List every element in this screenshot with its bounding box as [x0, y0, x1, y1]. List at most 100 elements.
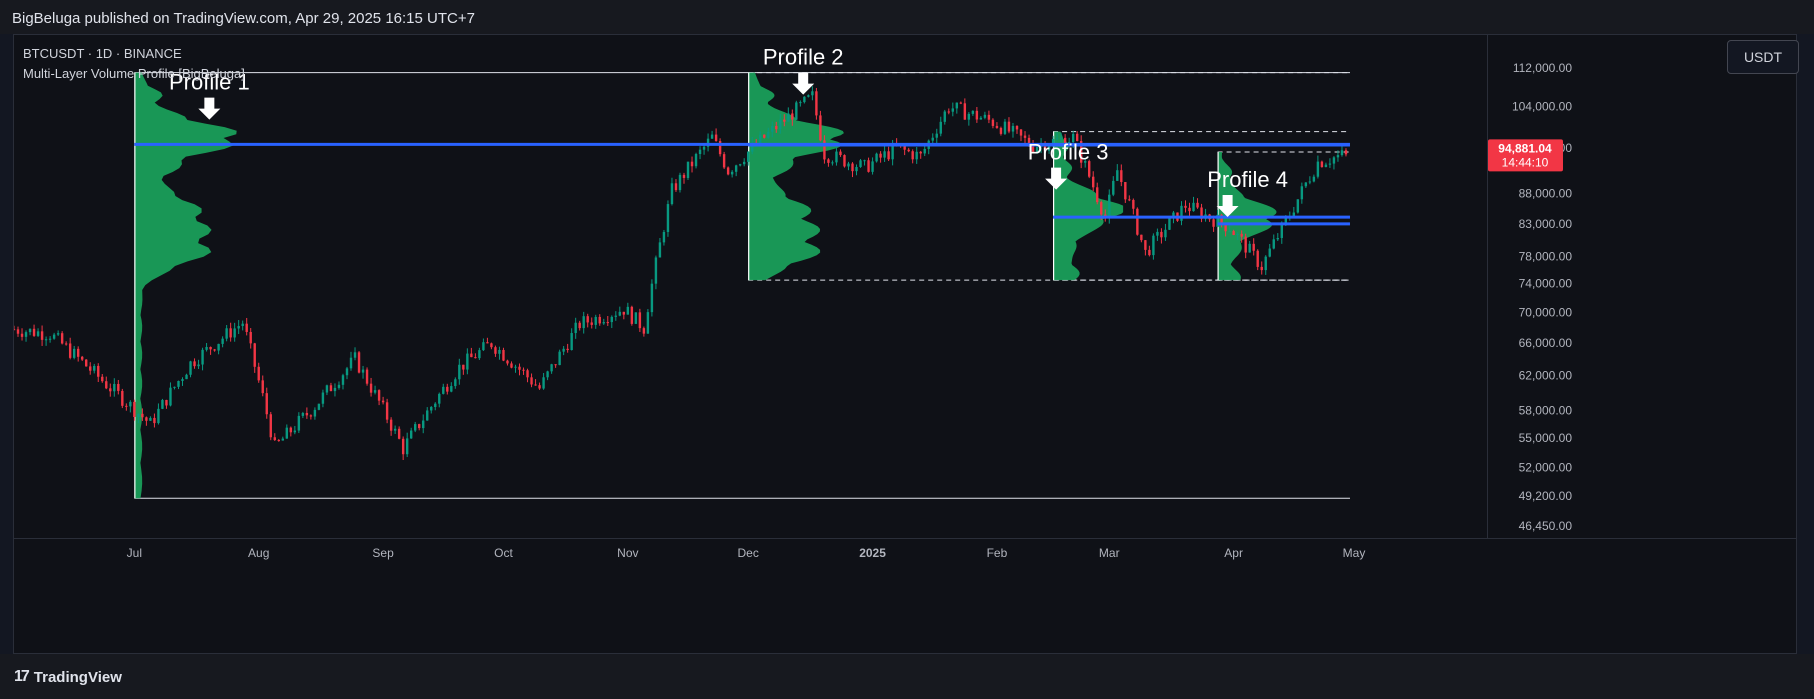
candle[interactable] [939, 116, 942, 137]
candle[interactable] [301, 411, 305, 419]
candle[interactable] [209, 346, 212, 355]
candle[interactable] [678, 172, 682, 193]
candle[interactable] [847, 161, 850, 171]
candle[interactable] [791, 109, 794, 126]
candle[interactable] [109, 383, 112, 397]
candle[interactable] [642, 326, 646, 337]
candle[interactable] [722, 151, 726, 170]
candle[interactable] [229, 322, 232, 342]
candle[interactable] [662, 229, 666, 246]
candle[interactable] [562, 346, 565, 356]
candle[interactable] [1228, 225, 1231, 233]
candle[interactable] [72, 345, 76, 360]
candle[interactable] [309, 414, 313, 420]
candle[interactable] [530, 373, 533, 388]
candle[interactable] [658, 237, 662, 258]
candle[interactable] [582, 311, 585, 334]
candle[interactable] [971, 110, 975, 116]
candle[interactable] [666, 200, 670, 237]
candle[interactable] [434, 402, 437, 411]
candle[interactable] [64, 341, 68, 346]
candle[interactable] [337, 381, 341, 390]
candle[interactable] [349, 351, 353, 371]
candle[interactable] [345, 366, 349, 380]
candle[interactable] [14, 325, 16, 331]
candle[interactable] [321, 389, 325, 408]
candle[interactable] [1079, 135, 1083, 169]
candle[interactable] [48, 336, 52, 343]
candle[interactable] [602, 318, 605, 325]
candle[interactable] [1332, 156, 1336, 170]
candle[interactable] [277, 438, 280, 442]
candle[interactable] [297, 412, 301, 434]
candle[interactable] [253, 342, 256, 373]
candle[interactable] [466, 348, 469, 375]
candle[interactable] [767, 127, 770, 139]
candle[interactable] [638, 308, 642, 332]
candle[interactable] [1296, 199, 1300, 214]
candle[interactable] [20, 328, 24, 341]
candle[interactable] [76, 346, 80, 362]
candle[interactable] [1324, 162, 1328, 168]
candle[interactable] [1268, 244, 1271, 258]
candle[interactable] [241, 320, 244, 331]
candle[interactable] [438, 392, 441, 408]
candle[interactable] [40, 325, 44, 346]
candle[interactable] [169, 382, 172, 407]
candle[interactable] [887, 146, 890, 162]
candle[interactable] [237, 320, 240, 335]
candle[interactable] [97, 363, 100, 383]
indicator-legend[interactable]: Multi-Layer Volume Profile [BigBeluga] [23, 66, 245, 81]
candle[interactable] [967, 112, 971, 126]
candle[interactable] [931, 133, 934, 144]
candle[interactable] [365, 367, 369, 386]
candle[interactable] [85, 359, 88, 367]
candle[interactable] [173, 386, 176, 390]
candle[interactable] [494, 345, 497, 357]
candle[interactable] [482, 338, 485, 352]
candle[interactable] [32, 324, 36, 337]
candle[interactable] [935, 128, 938, 144]
candle[interactable] [1180, 201, 1183, 226]
candle[interactable] [726, 166, 730, 176]
candle[interactable] [1160, 228, 1163, 244]
candle[interactable] [787, 107, 790, 122]
candle[interactable] [177, 380, 180, 390]
candle[interactable] [418, 423, 421, 431]
candle[interactable] [265, 387, 268, 419]
candle[interactable] [1083, 158, 1087, 168]
candle[interactable] [1300, 182, 1304, 204]
candle[interactable] [1059, 132, 1063, 143]
candle[interactable] [225, 325, 228, 342]
candle[interactable] [233, 322, 236, 342]
candle[interactable] [578, 320, 581, 331]
candle[interactable] [795, 100, 798, 120]
candle[interactable] [574, 317, 577, 339]
candle[interactable] [670, 177, 674, 206]
candle[interactable] [590, 317, 593, 329]
candle[interactable] [911, 149, 914, 164]
candle[interactable] [1116, 164, 1119, 182]
candle[interactable] [1344, 148, 1348, 157]
candle[interactable] [1055, 132, 1059, 140]
candle[interactable] [614, 311, 617, 321]
candle[interactable] [273, 433, 276, 441]
candle[interactable] [951, 102, 955, 117]
candle[interactable] [534, 379, 537, 386]
symbol-legend[interactable]: BTCUSDT · 1D · BINANCE [23, 46, 182, 61]
candle[interactable] [189, 360, 192, 378]
candle[interactable] [1156, 228, 1159, 241]
candle[interactable] [1248, 240, 1251, 253]
volume-profile-1[interactable] [134, 72, 1350, 499]
candle[interactable] [947, 108, 950, 115]
candle[interactable] [855, 164, 858, 176]
currency-button[interactable]: USDT [1727, 40, 1799, 74]
candle[interactable] [446, 383, 449, 395]
candle[interactable] [819, 110, 822, 142]
candle[interactable] [474, 353, 477, 359]
candle[interactable] [851, 162, 854, 178]
candle[interactable] [1075, 131, 1079, 142]
candle[interactable] [81, 355, 84, 362]
candle[interactable] [129, 400, 132, 413]
